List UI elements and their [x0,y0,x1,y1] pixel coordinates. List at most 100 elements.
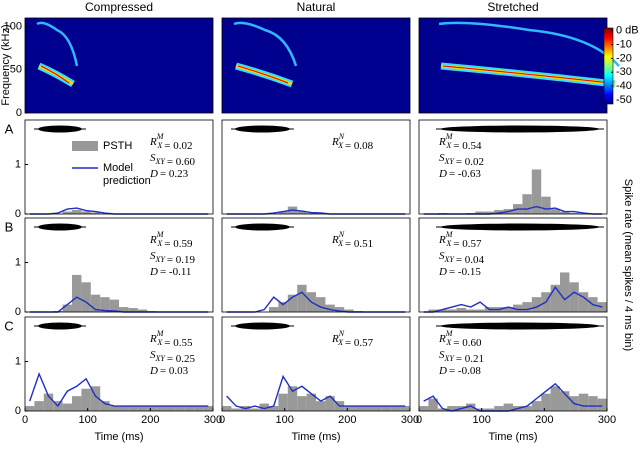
stat-value: = 0.03 [160,365,189,377]
stat-symbol: R [331,333,339,345]
spectrogram [25,18,213,113]
psth-bar [334,307,345,312]
stat-symbol: D [438,365,447,377]
psth-bar [484,211,495,214]
x-tick-label: 300 [598,414,616,426]
psth-bar [428,398,438,411]
psth-bar [522,406,532,411]
psth-bar [128,308,138,312]
stat-value: = 0.21 [456,353,484,365]
psth-bar [119,406,129,411]
psth-bar [156,406,166,411]
stat-sup: M [445,329,454,338]
psth-bar [531,169,542,214]
column-title: Natural [297,0,336,14]
x-tick-label: 200 [338,414,356,426]
stat-value: = 0.55 [164,337,193,349]
stat-symbol: S [150,349,156,361]
stat-symbol: S [439,349,445,361]
stat-value: = 0.02 [456,156,484,168]
psth-bar [119,307,129,312]
psth-bar [522,302,532,312]
psth-bar [269,406,279,411]
stat-value: = 0.25 [167,353,196,365]
psth-bar [578,393,589,411]
psth-bar [166,406,176,411]
harmonic-upper [36,21,79,67]
stat-sup: M [445,132,454,141]
psth-bar [81,282,91,312]
spectrogram-frame [24,17,214,114]
psth-bar [400,406,410,411]
stat-sub: XY [155,157,167,166]
stat-sub: X [337,338,344,347]
stat: SXY = 0.60 [150,152,196,168]
stat-sub: X [156,338,163,347]
stat: SXY = 0.21 [439,349,484,365]
x-tick-label: 300 [204,414,222,426]
psth-bar [269,307,279,312]
colorbar-tick-label: -10 [616,38,632,50]
row-label: C [4,318,13,333]
psth-bar [72,396,82,411]
psth-bar [203,406,213,411]
psth-bar [372,406,382,411]
stat: SXY = 0.02 [439,152,484,168]
model-line [423,382,603,412]
psth-bar [278,302,288,312]
stat-value: = -0.15 [449,266,481,278]
model-line [226,209,406,215]
psth-bar [250,408,260,411]
psth-bar [503,403,513,411]
stat-sub: XY [155,354,167,363]
stat-sup: N [338,329,345,338]
model-line [226,374,406,410]
psth-bar [541,393,551,411]
psth-bar [128,406,138,411]
panel-frame [24,316,214,412]
psth-bar [466,403,476,411]
x-tick-label: 200 [141,414,159,426]
stat-symbol: D [149,365,158,377]
colorbar-tick-label: 0 dB [616,25,639,37]
stimulus-envelope [235,125,290,133]
psth-bar [306,213,316,214]
stat-sub: X [445,141,452,150]
y-label-right: Spike rate (mean spikes / 4 ms bin) [622,179,634,351]
psth-bar [344,309,354,312]
psth-bar [456,308,466,312]
psth-bar [494,406,504,411]
stat-sub: X [445,239,452,248]
stat-sup: M [156,132,165,141]
psth-bar [522,194,532,214]
psth-bar [306,393,316,411]
stat-sub: X [156,141,163,150]
stat-value: = 0.57 [453,238,482,250]
psth-bar [597,398,607,411]
stat-symbol: D [438,168,447,180]
psth-bar [109,299,119,312]
stat: RM X = 0.54 [438,132,482,152]
harmonic-upper [438,21,620,67]
stat-symbol: S [439,250,445,262]
x-tick-label: 0 [416,414,422,426]
psth-bar [316,401,326,411]
psth-bar [569,282,579,312]
psth-bar [100,297,110,312]
spectrogram-y-label: Frequency (kHz) [0,24,12,105]
psth-bar [428,309,438,312]
stat-symbol: R [438,136,446,148]
x-label: Time (ms) [291,431,340,443]
psth-bar [560,391,570,411]
stat-sup: N [338,230,345,239]
colorbar-tick-label: -40 [616,80,632,92]
stat-sub: X [156,239,163,248]
harmonic-upper [233,21,298,67]
stat-symbol: S [150,152,156,164]
stat-value: = 0.19 [167,254,196,266]
stat-symbol: D [149,266,158,278]
spectrogram-frame [221,17,411,114]
stat-symbol: D [438,266,447,278]
psth-bar [175,406,185,411]
stat: RM X = 0.60 [438,329,482,349]
